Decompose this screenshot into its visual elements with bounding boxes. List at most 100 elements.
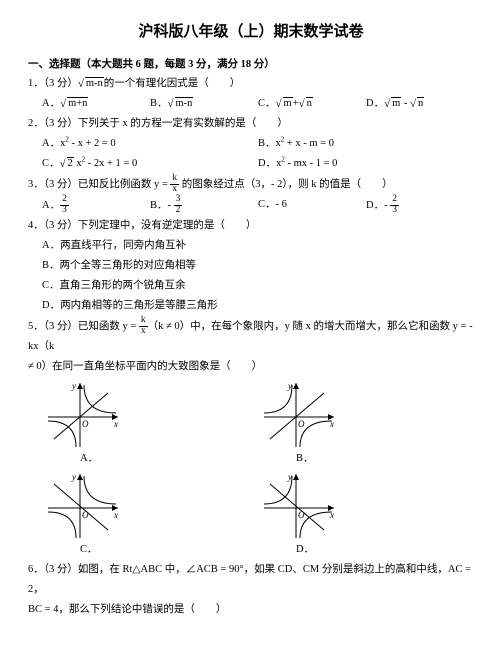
t: 3．（3 分）已知反比例函数 y =: [28, 179, 170, 190]
q3-choice-c: C．- 6: [258, 195, 366, 216]
graph-a-label: A．: [80, 449, 258, 469]
q1-choice-b: B． m-n: [150, 94, 258, 114]
q1-choice-d: D． m - n: [366, 94, 474, 114]
svg-text:x: x: [329, 419, 334, 429]
t: x: [74, 158, 82, 169]
q4-choice-a: A．两直线平行，同旁内角互补: [42, 236, 474, 256]
graph-a: x y O: [42, 379, 124, 451]
frac: 32: [174, 195, 183, 216]
sqrt: n: [410, 94, 424, 114]
graph-c: x y O: [42, 470, 124, 542]
q2-choice-c: C．2 x2 - 2x + 1 = 0: [42, 154, 258, 174]
graph-b-cell: x y O B．: [258, 379, 474, 469]
svg-text:y: y: [287, 472, 292, 482]
q1: 1．（3 分） m-n的一个有理化因式是（ ）: [28, 74, 474, 94]
svg-text:y: y: [71, 381, 76, 391]
q1-choice-c: C．m+n: [258, 94, 366, 114]
sqrt: m: [384, 94, 401, 114]
frac: kx: [139, 316, 148, 337]
q2-choice-d: D．x2 - mx - 1 = 0: [258, 154, 474, 174]
q5-graphs-row2: x y O C． x y O D．: [42, 470, 474, 560]
graph-c-cell: x y O C．: [42, 470, 258, 560]
sqrt: 2: [60, 154, 74, 174]
d: 3: [60, 206, 69, 216]
q1-choice-a: A． m+n: [42, 94, 150, 114]
q4-stem: 4．（3 分）下列定理中，没有逆定理的是（ ）: [28, 216, 474, 236]
q3: 3．（3 分）已知反比例函数 y = kx 的图象经过点（3，- 2），则 k …: [28, 174, 474, 195]
q5-stem1: 5．（3 分）已知函数 y = kx（k ≠ 0）中，在每个象限内，y 随 x …: [28, 316, 474, 357]
op: -: [401, 98, 410, 109]
label: C．: [258, 98, 276, 109]
t: 5．（3 分）已知函数 y =: [28, 321, 139, 332]
q1-choices: A．m+n B．m-n C．m+n D．m - n: [42, 94, 474, 114]
q4-choice-d: D．两内角相等的三角形是等腰三角形: [42, 296, 474, 316]
svg-text:y: y: [71, 472, 76, 482]
sqrt: m+n: [60, 94, 88, 114]
exam-title: 沪科版八年级（上）期末数学试卷: [28, 18, 474, 47]
svg-text:x: x: [113, 510, 118, 520]
q2-stem: 2．（3 分）下列关于 x 的方程一定有实数解的是（ ）: [28, 114, 474, 134]
q3-choice-a: A．23: [42, 195, 150, 216]
q1-sqrt-inner: m-n: [85, 77, 104, 89]
rad: 2: [67, 157, 74, 169]
q2-row2: C．2 x2 - 2x + 1 = 0 D．x2 - mx - 1 = 0: [42, 154, 474, 174]
svg-text:x: x: [113, 419, 118, 429]
rad: m-n: [175, 97, 194, 109]
rad: m+n: [67, 97, 88, 109]
t: D．x: [258, 158, 281, 169]
l: D．-: [366, 200, 390, 211]
q3-choice-d: D．- 23: [366, 195, 474, 216]
q1-prefix: 1．（3 分）: [28, 78, 78, 89]
t: - mx - 1 = 0: [285, 158, 338, 169]
q3-choices: A．23 B．- 32 C．- 6 D．- 23: [42, 195, 474, 216]
graph-c-label: C．: [80, 540, 258, 560]
label: A．: [42, 98, 60, 109]
q1-tail: 的一个有理化因式是（ ）: [104, 78, 241, 89]
l: A．: [42, 200, 60, 211]
d: x: [139, 327, 148, 337]
n: k: [139, 316, 148, 327]
q2-row1: A．x2 - x + 2 = 0 B．x2 + x - m = 0: [42, 134, 474, 154]
l: B．-: [150, 200, 174, 211]
rad: n: [306, 97, 313, 109]
svg-text:O: O: [298, 419, 305, 429]
q5-stem2: ≠ 0）在同一直角坐标平面内的大致图象是（ ）: [28, 357, 474, 377]
svg-text:y: y: [287, 381, 292, 391]
sqrt: n: [299, 94, 313, 114]
graph-b-label: B．: [296, 449, 474, 469]
svg-text:O: O: [298, 510, 305, 520]
t: 的图象经过点（3，- 2），则 k 的值是（ ）: [179, 179, 393, 190]
t: B．x: [258, 138, 281, 149]
svg-text:O: O: [82, 419, 89, 429]
section-1-head: 一、选择题（本大题共 6 题，每题 3 分，满分 18 分）: [28, 55, 474, 75]
q6-stem-b: BC = 4，那么下列结论中错误的是（ ）: [28, 600, 474, 620]
q4-choice-c: C．直角三角形的两个锐角互余: [42, 276, 474, 296]
d: 3: [390, 206, 399, 216]
frac: kx: [170, 174, 179, 195]
q3-choice-b: B．- 32: [150, 195, 258, 216]
label: D．: [366, 98, 384, 109]
q1-sqrt: m-n: [78, 74, 104, 94]
graph-a-cell: x y O A．: [42, 379, 258, 469]
t: A．x: [42, 138, 65, 149]
rad: m: [391, 97, 401, 109]
graph-d-label: D．: [296, 540, 474, 560]
sqrt: m: [276, 94, 293, 114]
graph-d: x y O: [258, 470, 340, 542]
q4-choice-b: B．两个全等三角形的对应角相等: [42, 256, 474, 276]
graph-d-cell: x y O D．: [258, 470, 474, 560]
sqrt: m-n: [168, 94, 194, 114]
svg-text:O: O: [82, 510, 89, 520]
rad: m: [283, 97, 293, 109]
q2-choice-a: A．x2 - x + 2 = 0: [42, 134, 258, 154]
t: - 2x + 1 = 0: [85, 158, 137, 169]
q5-graphs-row1: x y O A． x y O B．: [42, 379, 474, 469]
rad: n: [417, 97, 424, 109]
frac: 23: [60, 195, 69, 216]
t: C．: [42, 158, 60, 169]
label: B．: [150, 98, 168, 109]
graph-b: x y O: [258, 379, 340, 451]
q2-choice-b: B．x2 + x - m = 0: [258, 134, 474, 154]
t: + x - m = 0: [284, 138, 334, 149]
d: 2: [174, 206, 183, 216]
